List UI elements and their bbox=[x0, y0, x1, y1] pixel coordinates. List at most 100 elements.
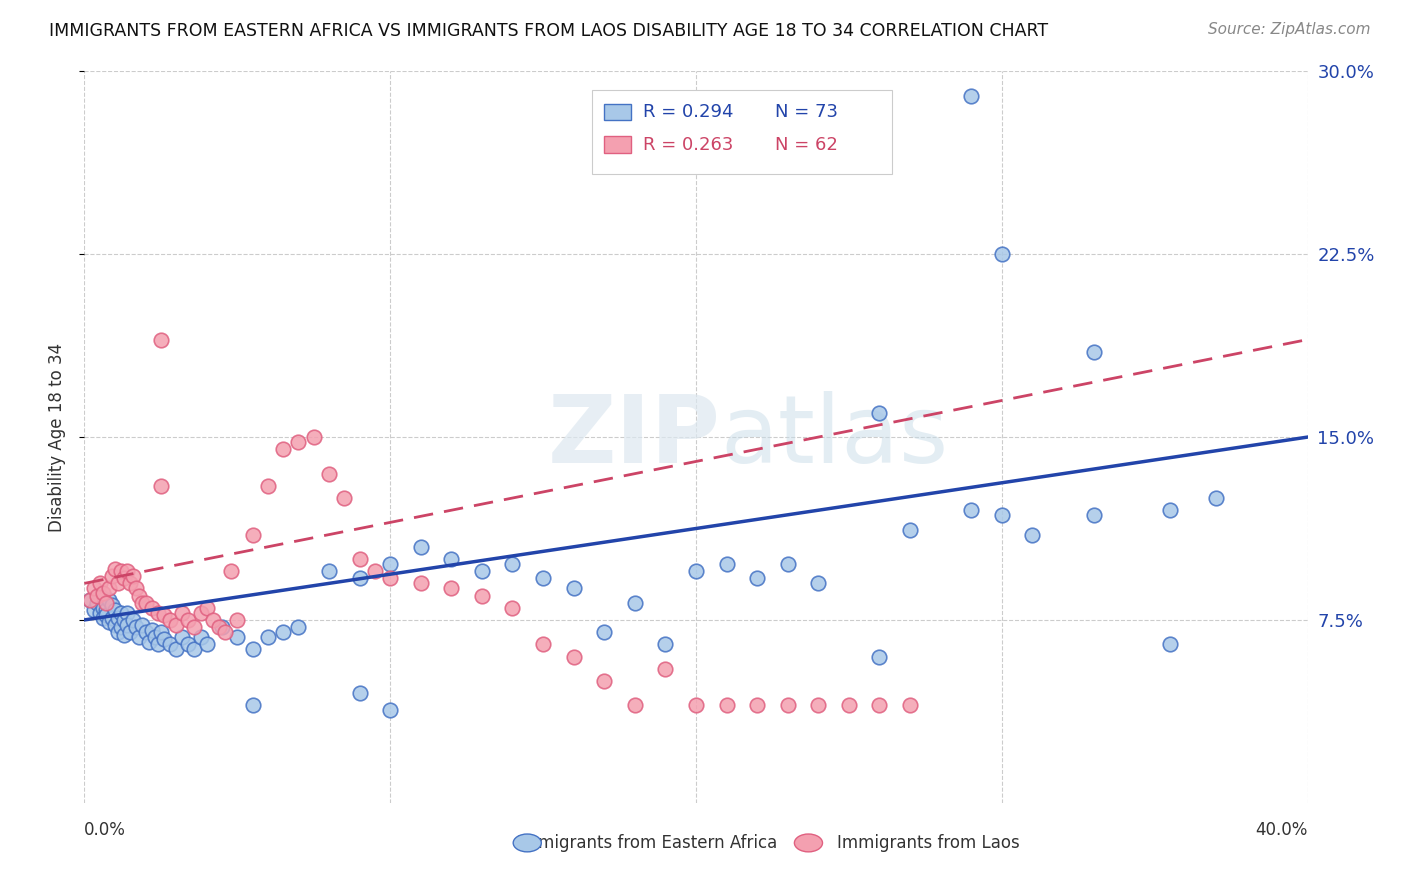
Point bbox=[271, 442, 294, 457]
Point bbox=[471, 589, 494, 603]
Point bbox=[1083, 508, 1105, 522]
Point bbox=[502, 557, 524, 571]
Point bbox=[502, 600, 524, 615]
Point bbox=[624, 698, 647, 713]
Point bbox=[97, 615, 120, 630]
Point bbox=[86, 589, 108, 603]
Point bbox=[201, 613, 224, 627]
Point bbox=[141, 623, 163, 637]
Point bbox=[110, 564, 132, 578]
Point bbox=[128, 630, 150, 644]
Point bbox=[869, 406, 891, 420]
Text: atlas: atlas bbox=[720, 391, 949, 483]
Point bbox=[624, 596, 647, 610]
Point bbox=[101, 569, 124, 583]
Point bbox=[364, 564, 387, 578]
Point bbox=[112, 613, 135, 627]
Point bbox=[83, 603, 105, 617]
Point bbox=[409, 540, 432, 554]
Point bbox=[120, 576, 142, 591]
Point bbox=[654, 637, 676, 651]
Point bbox=[149, 625, 172, 640]
Point bbox=[219, 564, 242, 578]
Point bbox=[190, 630, 212, 644]
Point bbox=[104, 617, 127, 632]
Text: Immigrants from Eastern Africa: Immigrants from Eastern Africa bbox=[516, 834, 778, 852]
Point bbox=[869, 698, 891, 713]
Point bbox=[195, 600, 218, 615]
Point bbox=[716, 557, 738, 571]
Point bbox=[97, 593, 120, 607]
Point bbox=[138, 635, 160, 649]
Point bbox=[654, 662, 676, 676]
Point bbox=[149, 333, 172, 347]
Point bbox=[1205, 491, 1227, 505]
Point bbox=[112, 572, 135, 586]
Point bbox=[125, 620, 148, 634]
Point bbox=[91, 600, 114, 615]
Point bbox=[107, 625, 129, 640]
Point bbox=[1159, 637, 1181, 651]
Point bbox=[131, 596, 153, 610]
Point bbox=[776, 698, 799, 713]
Point bbox=[177, 637, 200, 651]
Text: 0.0%: 0.0% bbox=[84, 821, 127, 839]
Point bbox=[440, 581, 463, 595]
FancyBboxPatch shape bbox=[605, 103, 631, 120]
Point bbox=[838, 698, 860, 713]
Point bbox=[94, 596, 117, 610]
Point bbox=[86, 596, 108, 610]
Text: N = 73: N = 73 bbox=[776, 103, 838, 120]
Point bbox=[122, 569, 145, 583]
Point bbox=[593, 673, 616, 688]
Text: R = 0.294: R = 0.294 bbox=[644, 103, 734, 120]
Point bbox=[149, 479, 172, 493]
Text: R = 0.263: R = 0.263 bbox=[644, 136, 734, 153]
Point bbox=[776, 557, 799, 571]
Point bbox=[226, 613, 249, 627]
Point bbox=[960, 88, 983, 103]
Point bbox=[110, 620, 132, 634]
Point bbox=[349, 686, 371, 700]
Point bbox=[991, 508, 1014, 522]
Text: IMMIGRANTS FROM EASTERN AFRICA VS IMMIGRANTS FROM LAOS DISABILITY AGE 18 TO 34 C: IMMIGRANTS FROM EASTERN AFRICA VS IMMIGR… bbox=[49, 22, 1049, 40]
Point bbox=[128, 589, 150, 603]
Point bbox=[125, 581, 148, 595]
Point bbox=[562, 581, 585, 595]
Point bbox=[94, 608, 117, 623]
Point bbox=[183, 642, 205, 657]
Text: N = 62: N = 62 bbox=[776, 136, 838, 153]
Point bbox=[747, 572, 769, 586]
Point bbox=[409, 576, 432, 591]
Point bbox=[183, 620, 205, 634]
Point bbox=[135, 625, 157, 640]
Point bbox=[869, 649, 891, 664]
Point bbox=[807, 698, 830, 713]
FancyBboxPatch shape bbox=[605, 136, 631, 153]
Point bbox=[226, 630, 249, 644]
Point bbox=[257, 479, 280, 493]
Point bbox=[115, 617, 138, 632]
Point bbox=[380, 703, 402, 717]
Point bbox=[104, 562, 127, 576]
Point bbox=[141, 600, 163, 615]
Point bbox=[333, 491, 356, 505]
Point bbox=[242, 698, 264, 713]
Point bbox=[165, 617, 187, 632]
Point bbox=[91, 610, 114, 624]
Point bbox=[287, 434, 309, 449]
Point bbox=[211, 620, 233, 634]
Point bbox=[960, 503, 983, 517]
Point bbox=[122, 613, 145, 627]
Point bbox=[89, 606, 111, 620]
Point bbox=[120, 625, 142, 640]
Point bbox=[302, 430, 325, 444]
Point bbox=[242, 527, 264, 541]
Point bbox=[380, 572, 402, 586]
Point bbox=[104, 603, 127, 617]
Point bbox=[110, 606, 132, 620]
Point bbox=[190, 606, 212, 620]
Point bbox=[242, 642, 264, 657]
Point bbox=[135, 596, 157, 610]
Point bbox=[146, 606, 169, 620]
